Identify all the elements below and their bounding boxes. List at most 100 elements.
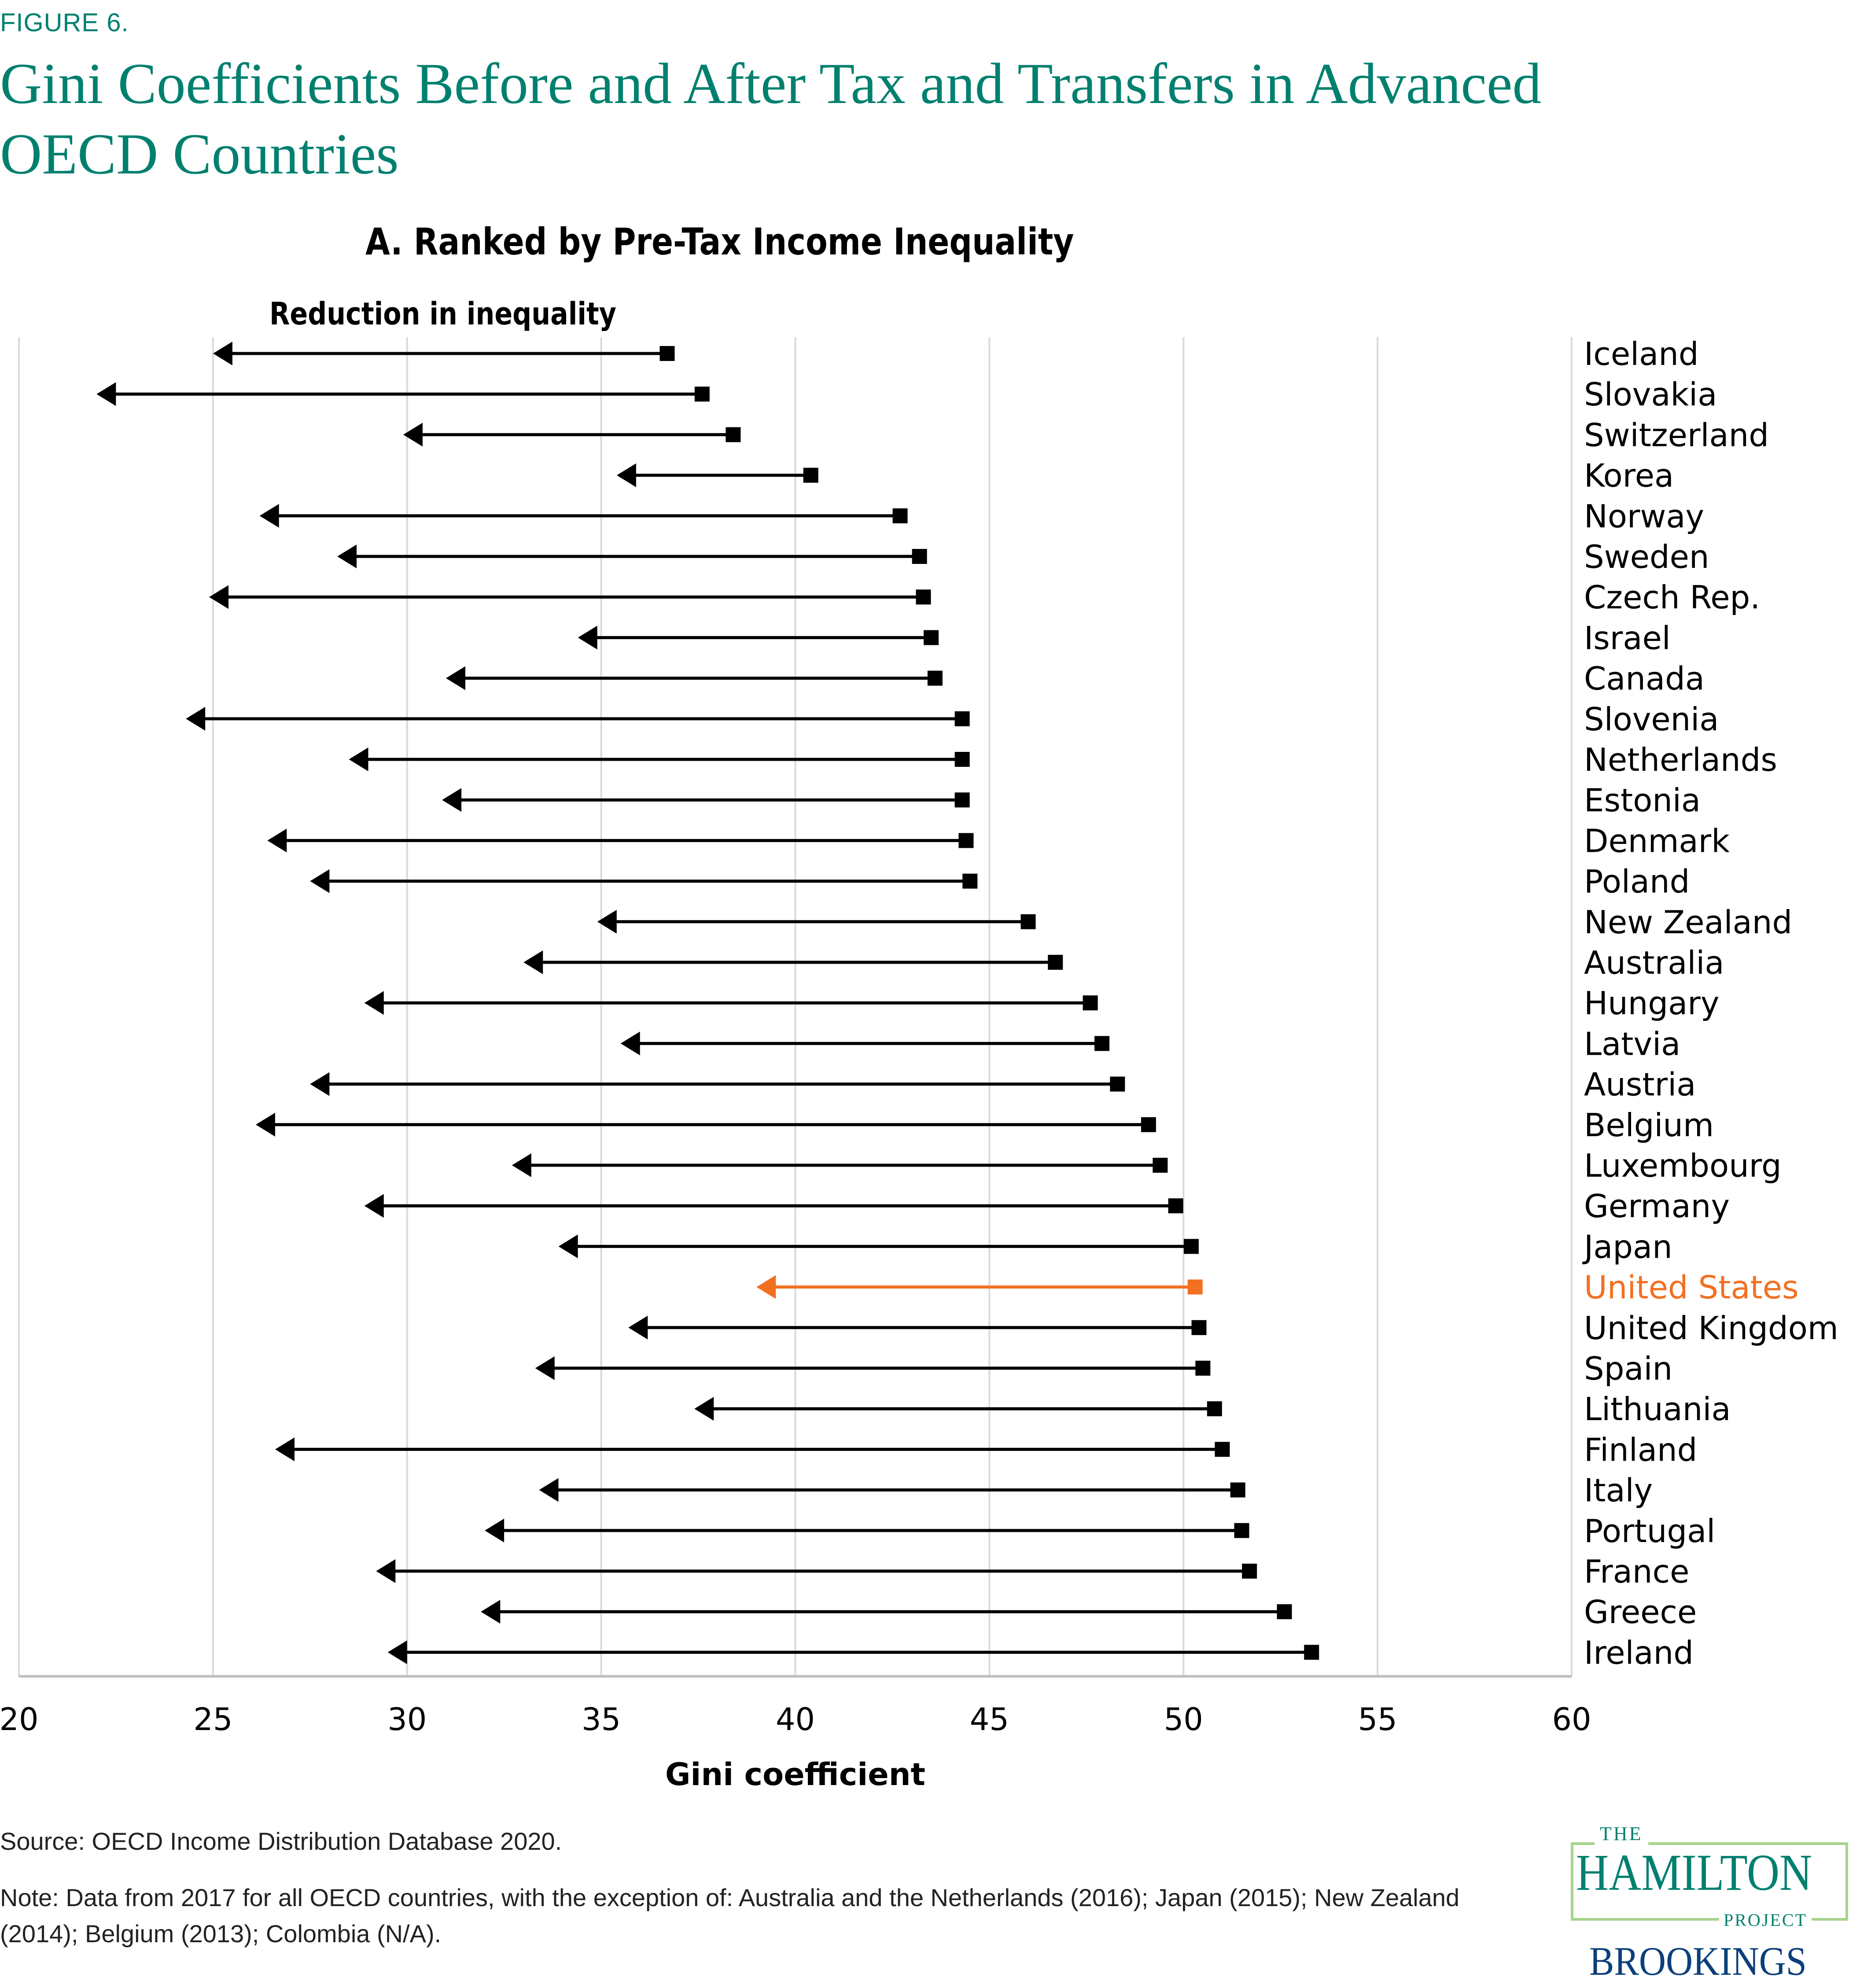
country-label: Australia: [1584, 944, 1724, 981]
after-tax-arrowhead: [376, 1559, 396, 1583]
country-label: Hungary: [1584, 985, 1719, 1022]
country-row: [96, 382, 710, 406]
after-tax-arrowhead: [442, 788, 462, 812]
country-row: [275, 1437, 1230, 1462]
country-label: France: [1584, 1553, 1689, 1590]
country-label: Netherlands: [1584, 741, 1777, 778]
country-label: Germany: [1584, 1188, 1730, 1225]
after-tax-arrowhead: [620, 1031, 640, 1056]
x-tick-label: 30: [387, 1701, 427, 1738]
pre-tax-marker: [1234, 1523, 1249, 1538]
after-tax-arrowhead: [310, 1072, 330, 1096]
after-tax-arrowhead: [267, 828, 287, 853]
country-row: [442, 788, 970, 812]
after-tax-arrowhead: [756, 1275, 776, 1299]
after-tax-arrowhead: [628, 1315, 648, 1340]
pre-tax-marker: [726, 427, 741, 442]
country-label: Italy: [1584, 1472, 1653, 1509]
after-tax-arrowhead: [578, 626, 597, 650]
x-axis-title: Gini coefficient: [665, 1756, 925, 1793]
pre-tax-marker: [659, 346, 675, 361]
country-row: [364, 991, 1098, 1015]
pre-tax-marker: [962, 873, 978, 889]
country-row: [403, 423, 741, 447]
country-row: [756, 1275, 1203, 1299]
country-label: Norway: [1584, 498, 1704, 535]
country-label: United States: [1584, 1269, 1799, 1306]
x-tick-label: 25: [193, 1701, 232, 1738]
pre-tax-marker: [1168, 1198, 1183, 1214]
after-tax-arrowhead: [186, 707, 206, 731]
country-label: United Kingdom: [1584, 1310, 1838, 1347]
country-row: [620, 1031, 1110, 1056]
country-row: [310, 1072, 1125, 1096]
country-label: Poland: [1584, 863, 1690, 900]
country-row: [387, 1640, 1319, 1664]
country-label: Slovakia: [1584, 376, 1717, 413]
x-tick-label: 60: [1552, 1701, 1591, 1738]
country-row: [535, 1356, 1211, 1380]
country-row: [267, 828, 974, 853]
country-row: [512, 1153, 1168, 1177]
country-label: Spain: [1584, 1350, 1672, 1387]
pre-tax-marker: [924, 630, 939, 645]
after-tax-arrowhead: [539, 1478, 559, 1502]
pre-tax-marker: [1183, 1239, 1199, 1254]
country-label: Canada: [1584, 660, 1705, 697]
country-row: [364, 1194, 1183, 1218]
country-label: Czech Rep.: [1584, 579, 1760, 616]
country-row: [485, 1518, 1249, 1543]
country-label: Portugal: [1584, 1513, 1715, 1550]
country-label: Israel: [1584, 619, 1671, 656]
pre-tax-marker: [1242, 1564, 1257, 1579]
pre-tax-marker: [1207, 1401, 1222, 1417]
after-tax-arrowhead: [349, 747, 368, 771]
pre-tax-marker: [1187, 1279, 1203, 1295]
x-tick-label: 45: [970, 1701, 1009, 1738]
country-label: New Zealand: [1584, 904, 1792, 941]
country-label: Finland: [1584, 1431, 1697, 1468]
country-label: Japan: [1582, 1228, 1672, 1265]
country-label: Austria: [1584, 1066, 1696, 1103]
after-tax-arrowhead: [209, 585, 229, 609]
pre-tax-marker: [1110, 1076, 1125, 1092]
country-label: Slovenia: [1584, 701, 1719, 738]
pre-tax-marker: [1215, 1442, 1230, 1457]
country-row: [694, 1397, 1222, 1421]
hamilton-project-logo: THE HAMILTON PROJECT BROOKINGS: [1567, 1822, 1849, 1984]
country-row: [558, 1234, 1199, 1259]
country-label: Luxembourg: [1584, 1147, 1782, 1184]
after-tax-arrowhead: [255, 1112, 275, 1137]
after-tax-arrowhead: [337, 545, 357, 568]
country-label: Ireland: [1584, 1634, 1694, 1671]
after-tax-arrowhead: [535, 1356, 555, 1380]
pre-tax-marker: [1141, 1117, 1156, 1132]
country-row: [578, 626, 939, 650]
country-row: [481, 1600, 1292, 1624]
pre-tax-marker: [912, 549, 927, 564]
country-row: [376, 1559, 1257, 1583]
country-row: [186, 707, 970, 731]
pre-tax-marker: [916, 589, 931, 605]
after-tax-arrowhead: [616, 463, 636, 487]
after-tax-arrowhead: [259, 504, 279, 528]
after-tax-arrowhead: [213, 342, 232, 365]
pre-tax-marker: [803, 468, 818, 483]
pre-tax-marker: [954, 711, 970, 726]
after-tax-arrowhead: [481, 1600, 501, 1624]
chart-title: Gini Coefficients Before and After Tax a…: [0, 51, 1542, 186]
country-row: [255, 1112, 1156, 1137]
source-note: Source: OECD Income Distribution Databas…: [0, 1827, 562, 1855]
x-tick-label: 50: [1164, 1701, 1203, 1738]
pre-tax-marker: [892, 508, 908, 523]
country-label: Estonia: [1584, 782, 1701, 819]
x-tick-label: 35: [582, 1701, 621, 1738]
country-row: [539, 1478, 1245, 1502]
pre-tax-marker: [954, 752, 970, 767]
country-row: [616, 463, 818, 487]
country-row: [628, 1315, 1207, 1340]
panel-title: A. Ranked by Pre-Tax Income Inequality: [365, 220, 1074, 263]
country-row: [597, 909, 1036, 934]
